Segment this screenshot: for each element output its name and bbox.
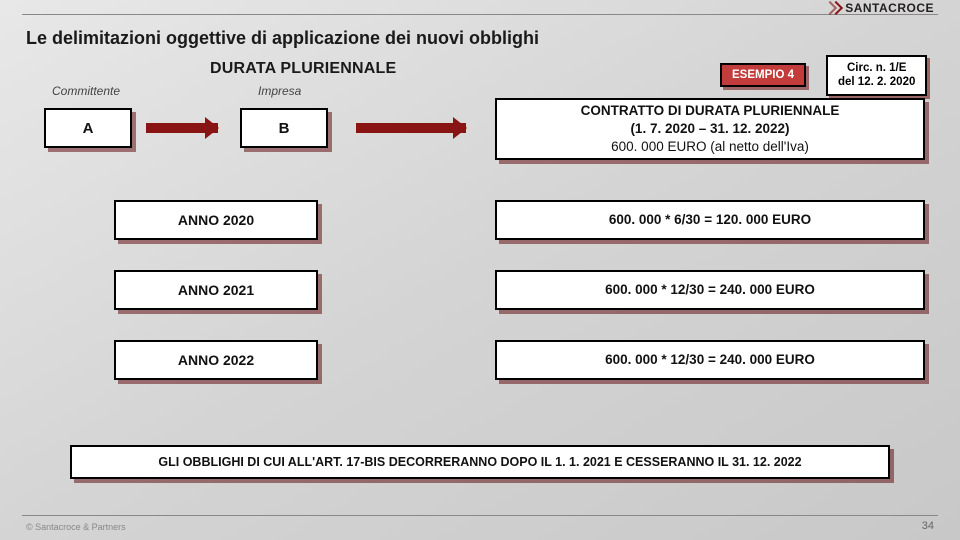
box-year-2021: ANNO 2021 <box>114 270 318 310</box>
badge-circ-line2: del 12. 2. 2020 <box>838 76 915 88</box>
arrow-ab-icon <box>146 123 218 133</box>
arrow-bdesc-icon <box>356 123 466 133</box>
rule-top <box>22 14 938 15</box>
footer-note: GLI OBBLIGHI DI CUI ALL'ART. 17-BIS DECO… <box>70 445 890 479</box>
box-calc-2021: 600. 000 * 12/30 = 240. 000 EURO <box>495 270 925 310</box>
box-calc-2020: 600. 000 * 6/30 = 120. 000 EURO <box>495 200 925 240</box>
calc-2020: 600. 000 * 6/30 = 120. 000 EURO <box>609 211 811 229</box>
year-2020-label: ANNO 2020 <box>178 212 254 228</box>
badge-circ-line1: Circ. n. 1/E <box>847 62 906 74</box>
footer-text: GLI OBBLIGHI DI CUI ALL'ART. 17-BIS DECO… <box>158 455 801 469</box>
calc-2022: 600. 000 * 12/30 = 240. 000 EURO <box>605 351 815 369</box>
box-b-label: B <box>279 120 290 137</box>
box-committente-a: A <box>44 108 132 148</box>
rule-bottom <box>22 515 938 516</box>
brand-mark-icon <box>823 3 841 13</box>
box-year-2022: ANNO 2022 <box>114 340 318 380</box>
year-2021-label: ANNO 2021 <box>178 282 254 298</box>
brand-text: SANTACROCE <box>845 1 934 15</box>
badge-example: ESEMPIO 4 <box>720 63 806 87</box>
badge-circolare: Circ. n. 1/E del 12. 2. 2020 <box>826 55 927 96</box>
box-contract-desc: CONTRATTO DI DURATA PLURIENNALE (1. 7. 2… <box>495 98 925 160</box>
brand-logo: SANTACROCE <box>823 1 934 15</box>
box-impresa-b: B <box>240 108 328 148</box>
label-committente: Committente <box>52 84 120 98</box>
year-2022-label: ANNO 2022 <box>178 352 254 368</box>
label-impresa: Impresa <box>258 84 301 98</box>
copyright: © Santacroce & Partners <box>26 522 126 532</box>
contract-line3: 600. 000 EURO (al netto dell'Iva) <box>611 139 809 154</box>
contract-line2: (1. 7. 2020 – 31. 12. 2022) <box>630 121 789 136</box>
box-year-2020: ANNO 2020 <box>114 200 318 240</box>
page-number: 34 <box>922 520 934 532</box>
calc-2021: 600. 000 * 12/30 = 240. 000 EURO <box>605 281 815 299</box>
box-calc-2022: 600. 000 * 12/30 = 240. 000 EURO <box>495 340 925 380</box>
box-a-label: A <box>83 120 94 137</box>
subtitle: DURATA PLURIENNALE <box>210 60 396 78</box>
contract-line1: CONTRATTO DI DURATA PLURIENNALE <box>581 103 840 118</box>
page-title: Le delimitazioni oggettive di applicazio… <box>26 28 539 49</box>
